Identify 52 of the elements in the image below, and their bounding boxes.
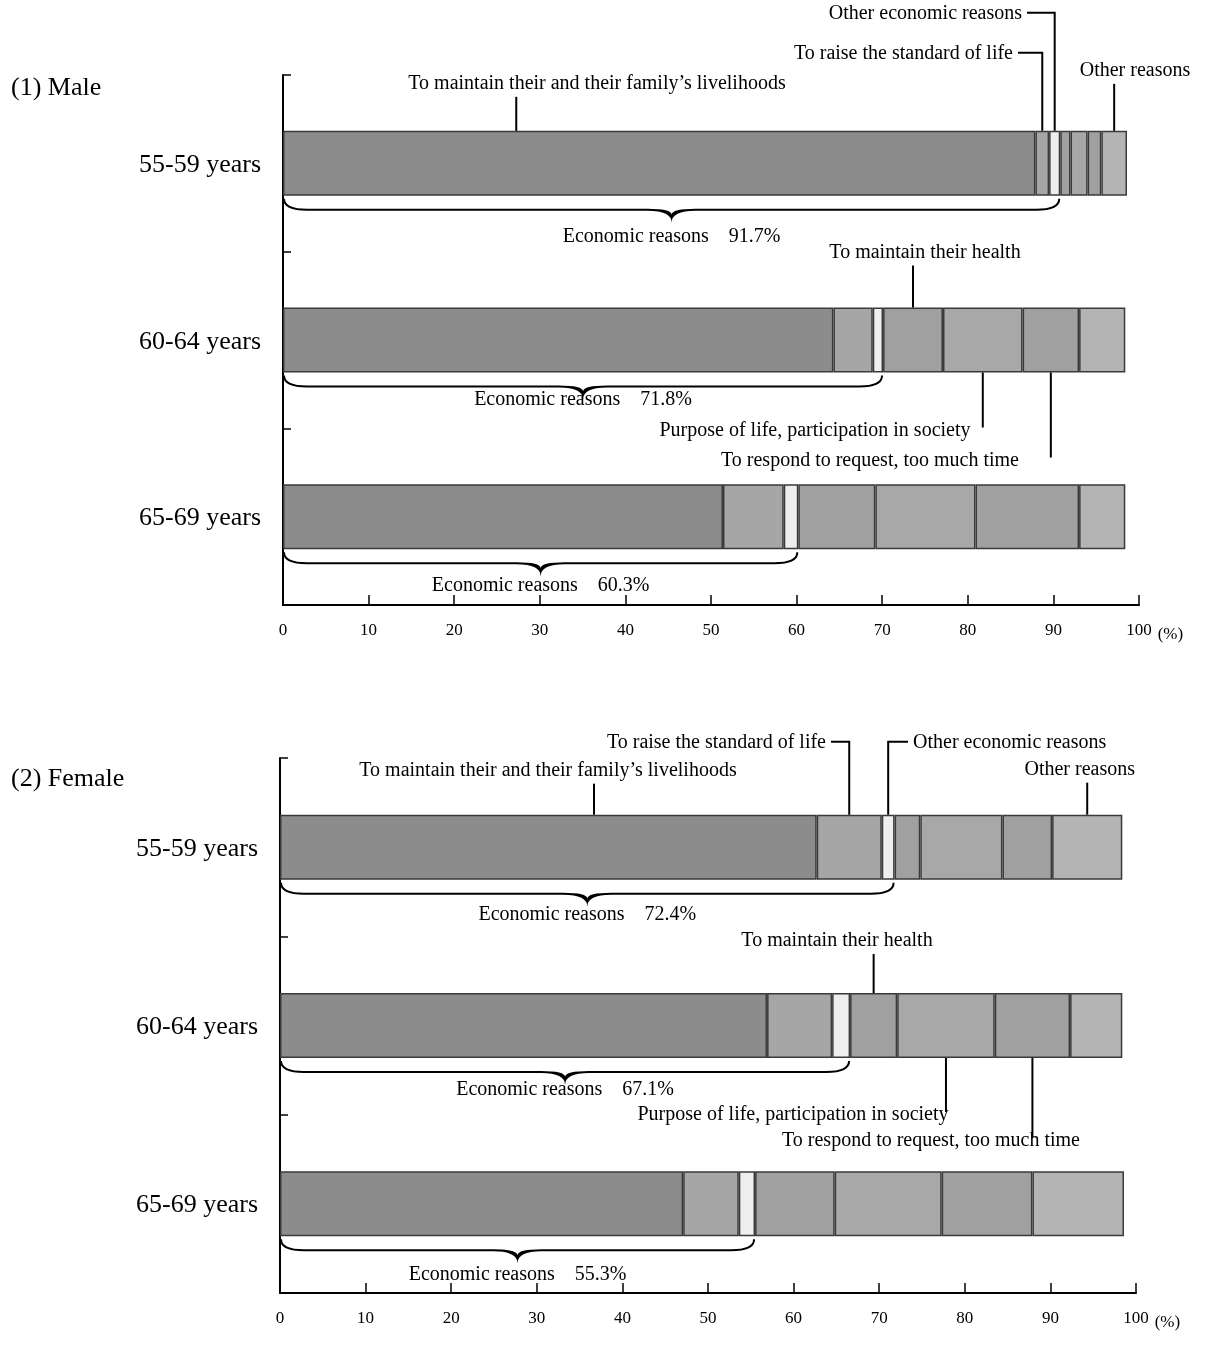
y-tick-label: 60-64 years: [135, 1011, 258, 1040]
series-label: To maintain their and their family’s livelihoods: [359, 757, 737, 781]
x-tick-label: 20: [445, 620, 463, 639]
x-tick-label: 100: [1123, 1308, 1149, 1327]
x-tick-label: 20: [442, 1308, 460, 1327]
annotation: Economic reasons 71.8%: [474, 386, 692, 409]
annotation: Economic reasons 60.3%: [431, 573, 650, 596]
y-tick-label: 60-64 years: [138, 325, 261, 355]
text: To maintain their health: [829, 239, 1021, 262]
y-tick-label: 55-59 years: [138, 148, 261, 178]
series-label: Other reasons: [1024, 756, 1136, 779]
x-tick-label: 40: [613, 1308, 631, 1327]
annotation: Economic reasons 67.1%: [456, 1077, 674, 1099]
x-tick-label: 60: [785, 1308, 803, 1327]
x-tick-label: 30: [531, 620, 549, 639]
x-tick-label: 70: [870, 1308, 888, 1327]
x-tick-label: 40: [616, 620, 634, 639]
text: To raise the standard of life: [606, 729, 827, 752]
x-axis-title: (%): [1157, 624, 1184, 643]
text: Other economic reasons: [913, 729, 1107, 752]
annotation: Economic reasons 55.3%: [408, 1262, 627, 1285]
x-tick-label: 80: [959, 620, 977, 639]
x-tick-label: 60: [788, 620, 806, 639]
text: Other reasons: [1079, 57, 1191, 80]
x-tick-label: 0: [275, 1308, 285, 1327]
text: Other economic reasons: [828, 0, 1023, 23]
annotation: Economic reasons 72.4%: [478, 901, 697, 924]
text: Purpose of life, participation in society: [637, 1102, 949, 1125]
x-tick-label: 100: [1126, 620, 1152, 639]
x-tick-label: 90: [1041, 1308, 1059, 1327]
x-tick-label: 90: [1044, 620, 1062, 639]
x-tick-label: 70: [873, 620, 891, 639]
x-tick-label: 10: [360, 620, 378, 639]
series-label: To maintain their and their family’s livelihoods: [408, 70, 786, 94]
text: (1) Male: [11, 71, 102, 101]
x-tick-label: 30: [528, 1308, 546, 1327]
annotation: Economic reasons 91.7%: [562, 223, 781, 246]
series-label: To respond to request, too much time: [721, 447, 1020, 471]
text: To maintain their health: [741, 928, 933, 950]
x-tick-label: 0: [278, 620, 288, 639]
text: To raise the standard of life: [793, 40, 1014, 63]
y-tick-label: 65-69 years: [135, 1189, 258, 1219]
series-label: To respond to request, too much time: [782, 1128, 1081, 1151]
y-tick-label: 55-59 years: [135, 832, 258, 862]
text: (2) Female: [11, 762, 125, 792]
x-axis-title: (%): [1154, 1312, 1181, 1331]
x-tick-label: 50: [702, 620, 720, 639]
x-tick-label: 10: [357, 1308, 375, 1327]
y-tick-label: 65-69 years: [138, 502, 261, 532]
x-tick-label: 80: [956, 1308, 974, 1327]
text: Purpose of life, participation in society: [659, 417, 971, 441]
x-tick-label: 50: [699, 1308, 717, 1327]
